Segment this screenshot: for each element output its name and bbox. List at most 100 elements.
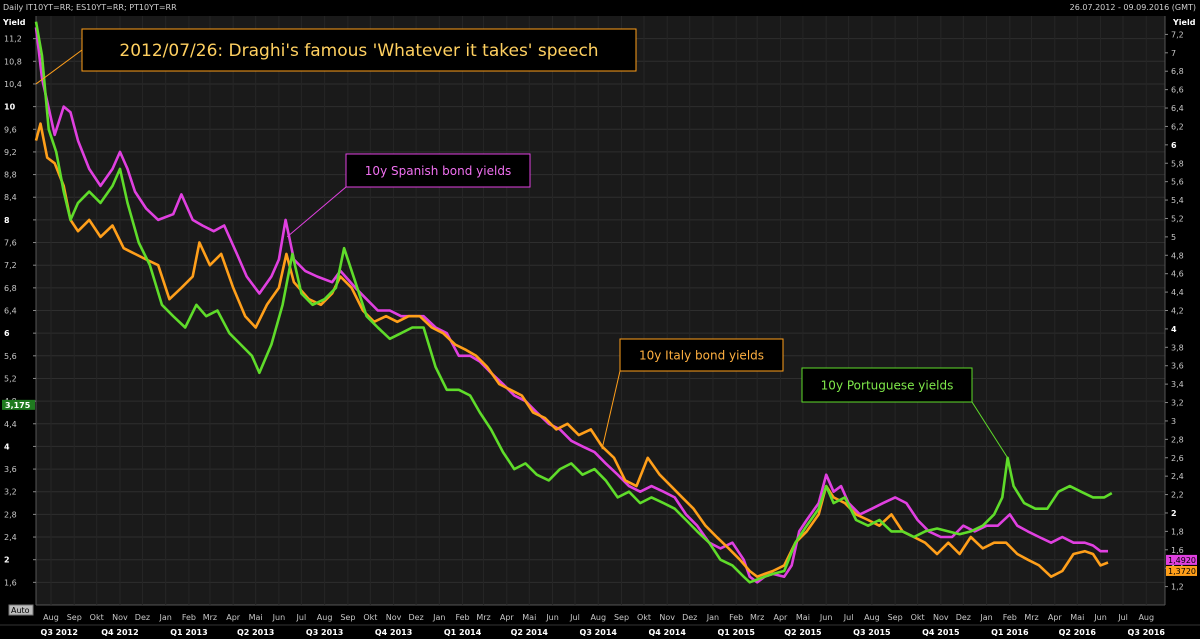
month-label: Apr: [500, 613, 515, 622]
quarter-label: Q3 2014: [580, 628, 618, 637]
annotation-box-italy: [619, 338, 784, 372]
value-tag-italy: [1166, 565, 1197, 576]
left-axis-label: Yield: [2, 18, 26, 27]
left-tick-label: 2: [4, 556, 10, 565]
right-tick-label: 7,2: [1171, 30, 1184, 39]
right-tick-label: 6,8: [1171, 67, 1184, 76]
left-tick-label: 8,8: [4, 171, 17, 180]
month-label: Mrz: [203, 613, 217, 622]
annotation-text-draghi: 2012/07/26: Draghi's famous 'Whatever it…: [119, 41, 598, 61]
month-label: Okt: [637, 613, 651, 622]
quarter-label: Q1 2016: [991, 628, 1029, 637]
annotations: 2012/07/26: Draghi's famous 'Whatever it…: [35, 28, 1008, 459]
quarter-label: Q3 2015: [853, 628, 891, 637]
last-value-tags: 1,4920 1,3720 3,175: [2, 399, 1197, 576]
right-tick-label: 2: [1171, 509, 1177, 518]
month-label: Mrz: [750, 613, 764, 622]
value-tag-label-portugal: 3,175: [5, 401, 31, 410]
month-label: Jun: [272, 613, 286, 622]
quarter-label: Q1 2015: [717, 628, 755, 637]
left-tick-label: 10: [4, 103, 16, 112]
month-label: Okt: [911, 613, 925, 622]
value-tag-label-italy: 1,3720: [1168, 567, 1196, 576]
quarter-label: Q3 2013: [306, 628, 343, 637]
right-axis-label: Yield: [1172, 18, 1196, 27]
month-label: Jul: [843, 613, 854, 622]
right-tick-label: 4,2: [1171, 307, 1184, 316]
month-label: Okt: [363, 613, 377, 622]
month-label: Feb: [729, 613, 743, 622]
right-tick-label: 2,4: [1171, 472, 1184, 481]
quarter-label: Q4 2013: [375, 628, 412, 637]
month-label: Okt: [90, 613, 104, 622]
right-tick-label: 6,2: [1171, 122, 1184, 131]
annotation-leader-portugal: [971, 401, 1008, 459]
month-label: Apr: [773, 613, 788, 622]
month-label: Nov: [659, 613, 675, 622]
left-tick-label: 7,6: [4, 239, 17, 248]
right-tick-label: 3: [1171, 417, 1176, 426]
right-tick-label: 2,8: [1171, 435, 1184, 444]
month-label: Dez: [135, 613, 150, 622]
series-lines: [34, 21, 1113, 584]
quarter-label: Q4 2012: [101, 628, 138, 637]
annotation-box-spain: [345, 153, 531, 188]
month-label: Feb: [1003, 613, 1017, 622]
auto-button[interactable]: [8, 604, 34, 616]
header-right: 26.07.2012 - 09.09.2016 (GMT): [1070, 3, 1196, 12]
right-tick-label: 2,6: [1171, 454, 1184, 463]
right-tick-label: 6,4: [1171, 104, 1184, 113]
left-tick-label: 9,6: [4, 125, 17, 134]
month-label: Aug: [317, 613, 333, 622]
month-label: Feb: [455, 613, 469, 622]
month-label: Sep: [614, 613, 629, 622]
month-label: Nov: [112, 613, 128, 622]
month-label: Aug: [590, 613, 606, 622]
auto-button-label: Auto: [11, 606, 30, 615]
left-tick-label: 11,2: [4, 35, 22, 44]
month-label: Jan: [706, 613, 719, 622]
left-tick-label: 9,2: [4, 148, 17, 157]
month-label: Jan: [432, 613, 445, 622]
month-label: Sep: [888, 613, 903, 622]
annotation-leader-draghi: [35, 49, 83, 85]
right-tick-label: 1,6: [1171, 546, 1184, 555]
month-label: Mai: [522, 613, 536, 622]
month-label: Jun: [1093, 613, 1107, 622]
month-label: Mai: [796, 613, 810, 622]
quarter-label: Q2 2015: [784, 628, 822, 637]
left-tick-label: 3,2: [4, 488, 17, 497]
value-tag-portugal: [2, 399, 35, 410]
right-tick-label: 4,6: [1171, 270, 1184, 279]
left-tick-label: 5,2: [4, 374, 17, 383]
left-tick-label: 8: [4, 216, 10, 225]
right-tick-label: 3,6: [1171, 362, 1184, 371]
right-tick-label: 6: [1171, 141, 1177, 150]
left-tick-label: 6: [4, 329, 10, 338]
left-tick-label: 10,4: [4, 80, 22, 89]
value-tag-label-spain: 1,4920: [1168, 556, 1196, 565]
quarter-label: Q2 2014: [511, 628, 549, 637]
right-tick-label: 3,4: [1171, 380, 1184, 389]
month-label: Nov: [933, 613, 949, 622]
annotation-text-portugal: 10y Portuguese yields: [821, 378, 954, 392]
x-axis-quarters: Q3 2012 Q4 2012 Q1 2013 Q2 2013 Q3 2013 Q4 20…: [0, 624, 1200, 637]
month-label: Jul: [296, 613, 307, 622]
right-tick-label: 4: [1171, 325, 1177, 334]
month-label: Dez: [682, 613, 697, 622]
month-label: Jun: [819, 613, 833, 622]
annotation-box-portugal: [801, 367, 973, 403]
right-tick-label: 3,2: [1171, 399, 1184, 408]
quarter-label: Q2 2013: [237, 628, 274, 637]
annotation-leader-italy: [601, 370, 621, 450]
quarter-label: Q1 2013: [170, 628, 207, 637]
month-label: Apr: [226, 613, 241, 622]
right-tick-label: 5,2: [1171, 214, 1184, 223]
series-line-italy: [34, 122, 1109, 578]
month-label: Nov: [386, 613, 402, 622]
right-tick-label: 7: [1171, 49, 1176, 58]
right-tick-label: 5: [1171, 233, 1176, 242]
quarter-label: Q2 2016: [1059, 628, 1097, 637]
left-tick-label: 5,6: [4, 352, 17, 361]
